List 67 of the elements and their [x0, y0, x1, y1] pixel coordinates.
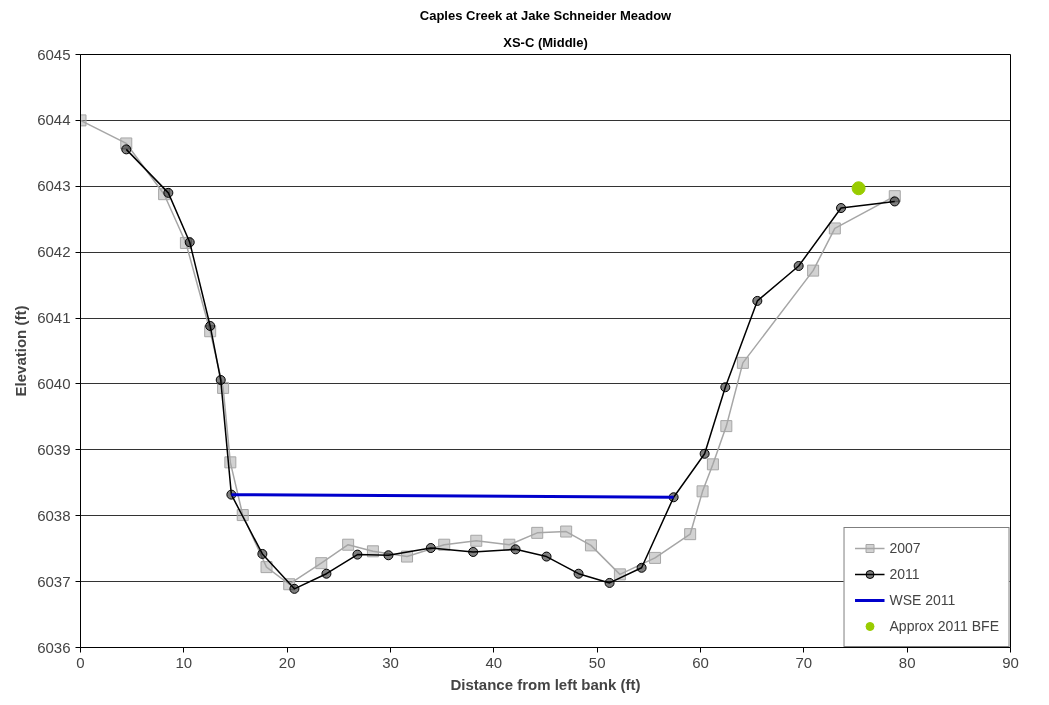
point	[205, 320, 216, 331]
x-tick-label: 80	[898, 653, 916, 671]
x-tick-label: 50	[588, 653, 606, 671]
point	[425, 543, 436, 553]
x-tick-label: 0	[76, 653, 85, 671]
x-tick-label: 90	[1002, 653, 1019, 671]
point	[470, 534, 483, 547]
chart-subtitle: XS-C (Middle)	[503, 34, 588, 50]
x-axis-title: Distance from left bank (ft)	[450, 675, 641, 693]
point	[184, 237, 195, 248]
point	[752, 295, 763, 306]
chart-title: Caples Creek at Jake Schneider Meadow	[419, 7, 673, 23]
y-tick-label: 6045	[37, 45, 71, 63]
x-tick-label: 30	[382, 653, 399, 671]
point	[636, 562, 647, 573]
point	[383, 550, 394, 561]
point	[352, 549, 363, 560]
legend-label: 2011	[889, 566, 920, 582]
point	[836, 203, 847, 214]
point	[807, 264, 820, 277]
point	[736, 356, 749, 369]
y-tick-label: 6036	[37, 638, 71, 656]
legend-label: Approx 2011 BFE	[889, 618, 999, 634]
point	[315, 557, 328, 570]
point	[468, 546, 479, 557]
y-tick-label: 6041	[37, 309, 71, 327]
point	[342, 538, 355, 551]
point	[163, 187, 174, 198]
point	[121, 144, 132, 155]
point	[541, 551, 552, 562]
point	[531, 526, 544, 539]
y-axis-title: Elevation (ft)	[12, 305, 30, 397]
y-tick-label: 6044	[37, 111, 71, 129]
x-tick-label: 20	[278, 653, 296, 671]
y-tick-label: 6039	[37, 440, 71, 458]
x-tick-label: 10	[175, 653, 193, 671]
point	[828, 222, 841, 235]
y-tick-label: 6037	[37, 572, 71, 590]
point	[696, 485, 709, 498]
point	[584, 539, 597, 552]
point	[851, 181, 866, 196]
y-tick-label: 6038	[37, 506, 71, 524]
point	[321, 568, 332, 579]
point	[793, 261, 804, 271]
point	[699, 448, 710, 459]
legend-label: WSE 2011	[889, 592, 956, 608]
y-tick-label: 6040	[37, 374, 71, 392]
x-tick-label: 60	[692, 653, 709, 671]
point	[720, 382, 731, 393]
legend-label: 2007	[889, 540, 921, 556]
point	[560, 525, 573, 538]
point	[573, 568, 584, 579]
point	[684, 528, 697, 541]
point	[720, 420, 733, 433]
x-tick-label: 40	[485, 653, 503, 671]
x-tick-label: 70	[795, 653, 813, 671]
point	[706, 458, 719, 471]
point	[289, 583, 300, 594]
y-tick-label: 6042	[37, 243, 71, 261]
point	[889, 196, 900, 207]
y-tick-label: 6043	[37, 177, 71, 195]
point	[510, 544, 521, 555]
point	[260, 561, 273, 574]
point	[257, 548, 268, 559]
point	[604, 577, 615, 588]
point	[215, 375, 226, 385]
point	[649, 551, 662, 564]
